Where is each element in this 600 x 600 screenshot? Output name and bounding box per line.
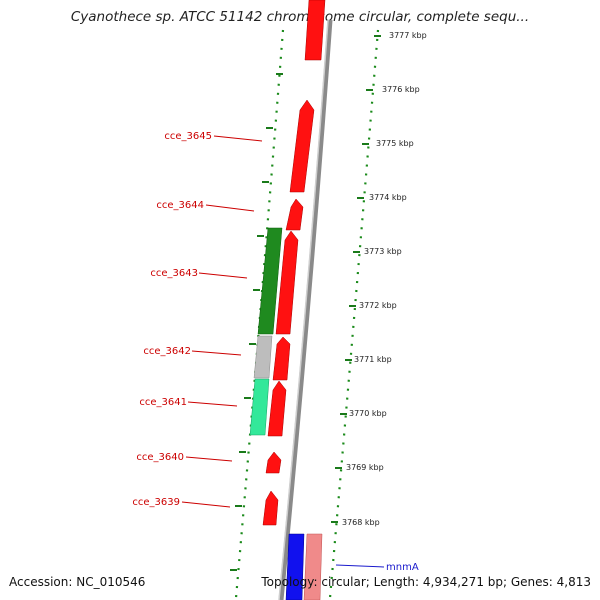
genome-summary-text: Topology: circular; Length: 4,934,271 bp…	[261, 575, 591, 589]
gene-label-cce_3642[interactable]: cce_3642	[143, 346, 191, 357]
tick-label-3772: 3772 kbp	[359, 301, 397, 310]
gene-feature-cce_3643-reverse[interactable]	[257, 227, 283, 335]
label-leader-line-mnmA	[335, 564, 385, 568]
forward-strand-genes	[262, 0, 326, 526]
tick-label-3770: 3770 kbp	[349, 409, 387, 418]
inner-tick-ring	[234, 29, 285, 599]
gene-feature-cce_3644[interactable]	[285, 198, 304, 231]
tick-label-3775: 3775 kbp	[376, 139, 414, 148]
chromosome-backbone-highlight	[278, 19, 329, 600]
tick-label-3777: 3777 kbp	[389, 31, 427, 40]
chromosome-backbone	[278, 19, 333, 600]
gene-feature-cce_3641-reverse[interactable]	[249, 378, 270, 436]
tick-label-3773: 3773 kbp	[364, 247, 402, 256]
gene-label-cce_3645[interactable]: cce_3645	[164, 131, 212, 142]
gene-feature-cce_3645[interactable]	[289, 99, 315, 193]
reverse-strand-genes	[249, 227, 323, 600]
gene-feature-cce_3642-reverse[interactable]	[253, 335, 273, 379]
outer-tick-ring	[328, 29, 380, 599]
outer-major-ticks	[331, 35, 381, 523]
gene-feature-cce_3639[interactable]	[262, 490, 279, 526]
accession-text: Accession: NC_010546	[9, 575, 146, 589]
gene-feature-cce_3640[interactable]	[265, 451, 282, 474]
inner-major-ticks	[230, 73, 283, 571]
tick-label-3769: 3769 kbp	[346, 463, 384, 472]
gene-label-cce_3643[interactable]: cce_3643	[150, 268, 198, 279]
gene-label-cce_3640[interactable]: cce_3640	[136, 452, 184, 463]
gene-label-cce_3641[interactable]: cce_3641	[139, 397, 187, 408]
map-title: Cyanothece sp. ATCC 51142 chromosome cir…	[70, 9, 530, 25]
tick-label-3774: 3774 kbp	[369, 193, 407, 202]
label-leader-lines	[181, 135, 263, 508]
tick-label-3776: 3776 kbp	[382, 85, 420, 94]
gene-feature-mnmA-pink[interactable]	[303, 533, 323, 600]
gene-feature-cce_3642[interactable]	[272, 336, 291, 381]
gene-label-cce_3644[interactable]: cce_3644	[156, 200, 204, 211]
gene-label-cce_3639[interactable]: cce_3639	[132, 497, 180, 508]
tick-label-3771: 3771 kbp	[354, 355, 392, 364]
gene-feature-mnmA-blue[interactable]	[285, 533, 305, 600]
gene-feature-cce_3641[interactable]	[267, 380, 287, 437]
gene-feature-top[interactable]	[304, 0, 326, 61]
gene-feature-cce_3643[interactable]	[275, 230, 299, 335]
tick-label-3768: 3768 kbp	[342, 518, 380, 527]
gene-label-mnmA[interactable]: mnmA	[386, 562, 419, 573]
